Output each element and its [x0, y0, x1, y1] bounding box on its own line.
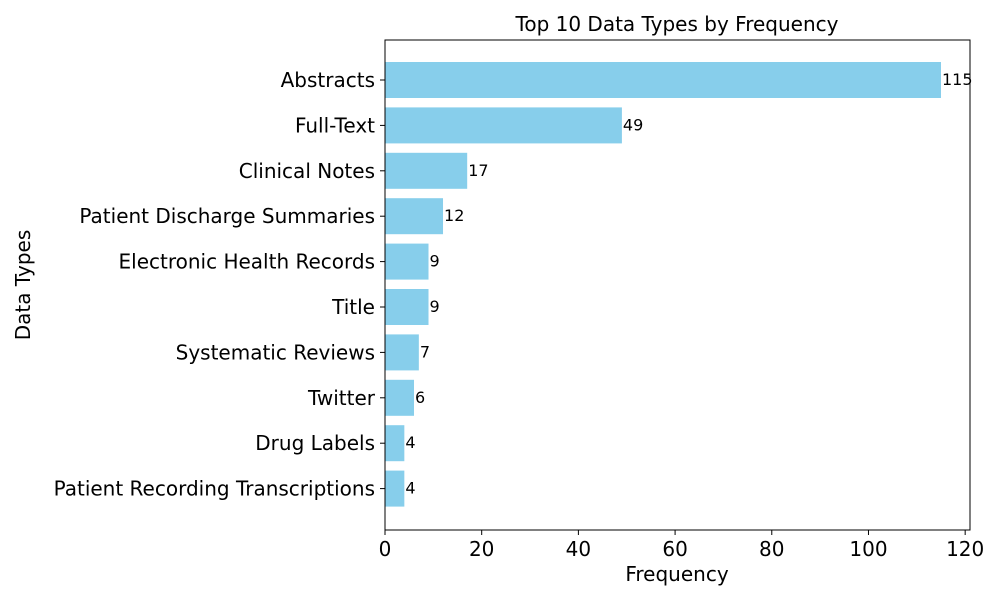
y-tick-label: Full-Text [295, 113, 375, 137]
bar [385, 379, 415, 416]
y-tick-label: Abstracts [281, 68, 375, 92]
plot-frame [384, 39, 971, 531]
bar-value-label: 115 [942, 70, 973, 89]
bar [385, 62, 941, 98]
y-tick-label: Systematic Reviews [176, 340, 375, 364]
bar-value-label: 4 [405, 479, 415, 498]
x-tick-label: 80 [759, 537, 784, 561]
y-axis-title: Data Types [11, 230, 35, 340]
bar [385, 334, 419, 371]
bar-value-label: 4 [405, 433, 415, 452]
bar [385, 152, 468, 189]
x-tick-label: 100 [849, 537, 887, 561]
bar-value-label: 7 [420, 342, 430, 361]
y-tick-label: Title [331, 295, 375, 319]
bar [385, 107, 622, 144]
y-tick-label: Twitter [307, 386, 376, 410]
x-axis-title: Frequency [625, 562, 728, 586]
bar-value-label: 6 [415, 388, 425, 407]
y-tick-label: Patient Recording Transcriptions [54, 477, 375, 501]
bar-value-label: 9 [430, 252, 440, 271]
bar [385, 243, 429, 280]
y-tick-label: Electronic Health Records [119, 250, 376, 274]
bar-value-label: 17 [468, 161, 488, 180]
y-tick-label: Clinical Notes [239, 159, 375, 183]
x-tick-label: 60 [662, 537, 687, 561]
x-tick-label: 0 [379, 537, 392, 561]
x-tick-label: 40 [566, 537, 591, 561]
bar [385, 289, 429, 325]
x-tick-label: 20 [469, 537, 494, 561]
bar [385, 470, 405, 507]
bars-group [385, 62, 941, 507]
x-tick-label: 120 [946, 537, 984, 561]
y-tick-label: Drug Labels [255, 431, 375, 455]
value-labels-group: 115 49 17 12 9 9 7 6 4 4 [405, 70, 972, 498]
bar-value-label: 9 [430, 297, 440, 316]
bar [385, 198, 444, 235]
bar-value-label: 12 [444, 206, 464, 225]
bar [385, 425, 405, 462]
bar-value-label: 49 [623, 115, 643, 134]
y-tick-label: Patient Discharge Summaries [79, 204, 375, 228]
chart-title: Top 10 Data Types by Frequency [515, 12, 839, 36]
x-axis-ticks: 0 20 40 60 80 100 120 [379, 530, 984, 561]
y-axis-ticks: Abstracts Full-Text Clinical Notes Patient … [54, 68, 385, 501]
